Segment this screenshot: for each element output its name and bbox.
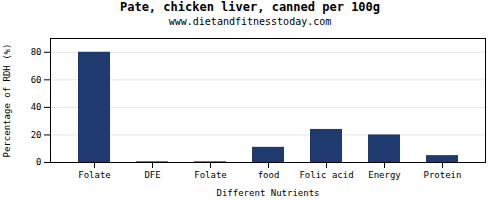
svg-text:40: 40	[31, 102, 42, 112]
svg-text:0: 0	[36, 157, 41, 167]
svg-text:Protein: Protein	[424, 170, 462, 180]
svg-text:80: 80	[31, 47, 42, 57]
svg-text:Different Nutrients: Different Nutrients	[217, 188, 320, 198]
svg-text:Percentage of RDH (%): Percentage of RDH (%)	[2, 44, 12, 158]
html-text:Pate, chicken liver, canned pe: Pate, chicken liver, canned per 100g	[120, 0, 380, 14]
svg-text:Folate: Folate	[194, 170, 227, 180]
html-text:www.dietandfitnesstoday.com: www.dietandfitnesstoday.com	[168, 16, 332, 27]
svg-text:food: food	[258, 170, 280, 180]
svg-text:60: 60	[31, 75, 42, 85]
svg-text:DFE: DFE	[144, 170, 160, 180]
svg-text:Folate: Folate	[78, 170, 111, 180]
svg-text:Energy: Energy	[368, 170, 401, 180]
svg-text:20: 20	[31, 130, 42, 140]
svg-text:Folic acid: Folic acid	[299, 170, 353, 180]
